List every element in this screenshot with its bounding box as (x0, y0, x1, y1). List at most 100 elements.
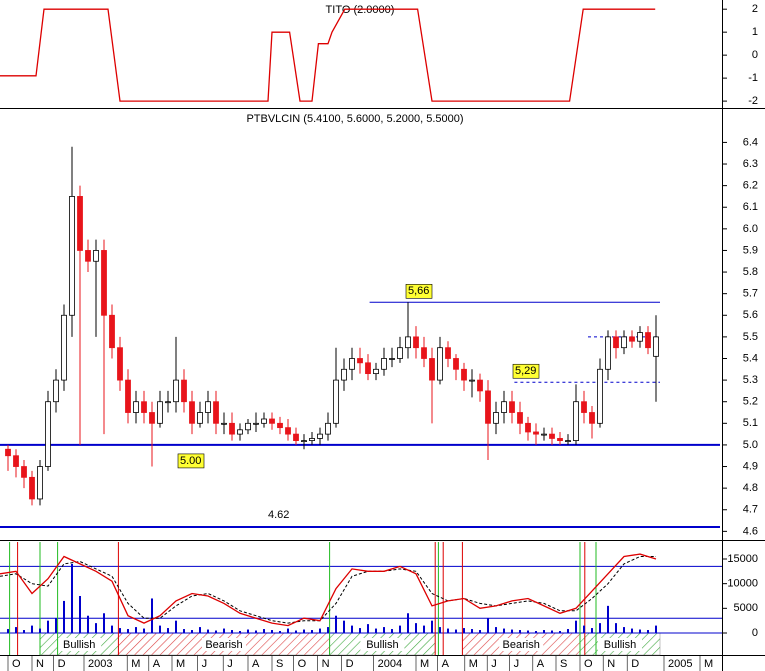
volume-bar (455, 629, 457, 633)
candle-body (573, 401, 579, 442)
candle-body (645, 332, 651, 349)
candle-body (101, 250, 107, 316)
candle-body (445, 347, 451, 359)
volume-bar (631, 628, 633, 633)
candle-body (189, 401, 195, 424)
volume-bar (247, 629, 249, 633)
region-label: Bearish (503, 639, 540, 651)
volume-bar (271, 630, 273, 633)
x-tick-label: A (153, 658, 161, 670)
panel-title: PTBVLCIN (5.4100, 5.6000, 5.2000, 5.5000… (246, 113, 463, 125)
volume-bar (151, 598, 153, 633)
candle-body (333, 379, 339, 424)
volume-bar (223, 628, 225, 633)
signal-line (0, 556, 656, 624)
volume-bar (207, 629, 209, 633)
x-tick-label: M (469, 658, 478, 670)
candle-body (341, 368, 347, 381)
x-tick-label: M (131, 658, 140, 670)
x-tick-label: M (420, 658, 429, 670)
volume-bar (319, 628, 321, 633)
candle-body (77, 196, 83, 251)
candle-body (613, 336, 619, 349)
candle-body (53, 379, 59, 403)
candle-body (181, 379, 187, 403)
volume-bar (95, 623, 97, 633)
volume-bar (39, 628, 41, 633)
region-label: Bearish (205, 639, 242, 651)
volume-bar (31, 625, 33, 633)
y-tick-label: -2 (748, 95, 758, 107)
volume-bar (447, 628, 449, 633)
volume-bar (575, 620, 577, 633)
volume-bar (303, 629, 305, 633)
candle-body (581, 401, 587, 413)
volume-bar (391, 629, 393, 633)
region-label-bg (360, 638, 405, 651)
volume-bar (383, 627, 385, 633)
candle-body (261, 418, 267, 424)
volume-bar (143, 628, 145, 633)
candle-body (493, 412, 499, 424)
y-tick-label: 4.9 (743, 460, 758, 472)
volume-bar (183, 629, 185, 633)
candle-body (349, 358, 355, 370)
y-tick-label: 1 (752, 26, 758, 38)
candle-body (541, 433, 547, 436)
volume-bar (167, 628, 169, 633)
candle-body (501, 401, 507, 413)
volume-bar (135, 627, 137, 633)
x-tick-label: N (607, 658, 615, 670)
volume-bar (199, 627, 201, 633)
volume-bar (47, 620, 49, 633)
volume-bar (87, 615, 89, 633)
x-tick-label: 2003 (88, 658, 112, 670)
volume-bar (327, 627, 329, 633)
volume-bar (63, 600, 65, 633)
candle-body (61, 314, 67, 381)
x-tick-label: 2005 (668, 658, 692, 670)
volume-bar (423, 625, 425, 633)
y-tick-label: 15000 (727, 553, 758, 565)
region-label: Bullish (63, 639, 95, 651)
x-tick-label: D (58, 658, 66, 670)
candle-body (173, 379, 179, 403)
candle-body (621, 336, 627, 349)
candle-body (237, 429, 243, 435)
x-tick-label: M (176, 658, 185, 670)
candle-body (21, 466, 27, 478)
volume-bar (647, 630, 649, 633)
volume-bar (55, 618, 57, 633)
candle-body (389, 358, 395, 360)
volume-bar (551, 630, 553, 633)
candle-body (45, 401, 51, 467)
candle-body (365, 362, 371, 375)
candle-body (589, 412, 595, 424)
y-tick-label: 5.5 (743, 331, 758, 343)
volume-bar (439, 627, 441, 633)
level-label: 5,66 (408, 285, 429, 297)
level-label-box (405, 284, 433, 299)
candle-body (357, 358, 363, 364)
volume-bar (615, 623, 617, 633)
oscillator-line (0, 553, 657, 627)
volume-bar (111, 625, 113, 633)
y-tick-label: 4.8 (743, 482, 758, 494)
y-tick-label: 5.0 (743, 439, 758, 451)
y-tick-label: 5.8 (743, 266, 758, 278)
candle-body (149, 412, 155, 424)
candle-body (453, 358, 459, 370)
panel-title: TITO (2.0000) (326, 4, 395, 16)
candle-body (381, 358, 387, 370)
candle-body (125, 379, 131, 413)
candle-body (141, 401, 147, 413)
volume-bar (375, 628, 377, 633)
volume-bar (311, 630, 313, 633)
level-label: 4.62 (268, 509, 289, 521)
x-tick-label: D (346, 658, 354, 670)
candle-body (557, 438, 563, 442)
volume-bar (463, 628, 465, 633)
volume-bar (335, 615, 337, 633)
level-label-box (512, 363, 540, 379)
